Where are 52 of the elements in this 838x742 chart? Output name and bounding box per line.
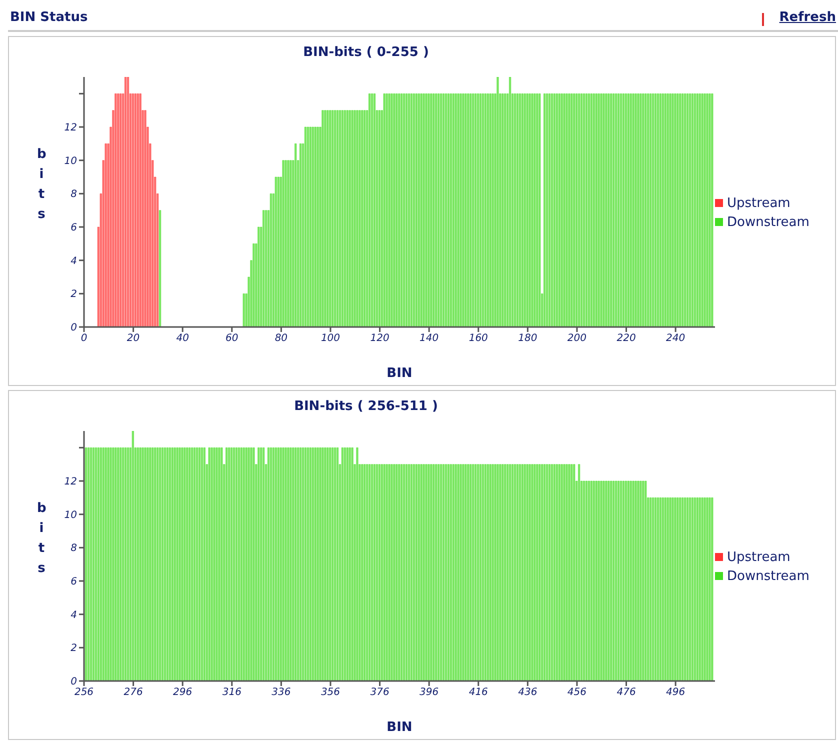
legend-label: Upstream <box>727 550 790 565</box>
y-tick-label: 10 <box>64 156 77 167</box>
y-tick-label: 6 <box>70 576 77 588</box>
x-tick-label: 276 <box>124 687 143 698</box>
y-tick-label: 4 <box>70 610 77 621</box>
y-tick-label: 6 <box>70 222 77 234</box>
x-tick-label: 220 <box>616 333 636 344</box>
y-tick-label: 2 <box>70 289 77 300</box>
x-tick-label: 200 <box>567 333 587 344</box>
x-tick-label: 256 <box>74 687 94 698</box>
x-tick-label: 296 <box>173 687 192 698</box>
x-tick-label: 476 <box>616 687 636 698</box>
x-tick-label: 416 <box>468 687 488 698</box>
x-tick-label: 80 <box>274 333 288 344</box>
x-tick-label: 100 <box>320 333 340 344</box>
text: Refresh <box>779 10 836 25</box>
x-tick-label: 0 <box>80 333 88 344</box>
x-axis-title: BIN <box>386 366 412 381</box>
x-tick-label: 60 <box>226 333 238 344</box>
x-tick-label: 436 <box>518 687 538 698</box>
chart-title: BIN-bits ( 256-511 ) <box>293 399 439 414</box>
x-tick-label: 120 <box>370 333 390 344</box>
x-tick-label: 316 <box>222 687 242 698</box>
x-tick-label: 240 <box>666 333 686 344</box>
x-tick-label: 180 <box>518 333 538 344</box>
legend-label: Downstream <box>727 215 810 230</box>
x-tick-label: 496 <box>666 687 686 698</box>
legend-label: Downstream <box>727 569 810 584</box>
x-tick-label: 456 <box>567 687 587 698</box>
text: BIN Status <box>10 10 88 25</box>
y-tick-label: 12 <box>64 122 77 134</box>
x-tick-label: 336 <box>272 687 291 698</box>
chart-title: BIN-bits ( 0-255 ) <box>302 45 430 60</box>
y-tick-label: 12 <box>64 476 77 488</box>
y-tick-label: 2 <box>70 643 77 654</box>
x-tick-label: 20 <box>126 333 140 344</box>
x-axis-title: BIN <box>386 720 412 735</box>
x-tick-label: 140 <box>420 333 439 344</box>
y-tick-label: 10 <box>64 510 77 521</box>
x-tick-label: 376 <box>370 687 390 698</box>
x-tick-label: 40 <box>176 333 189 344</box>
y-axis-title: bits <box>37 146 46 224</box>
x-tick-label: 356 <box>320 687 340 698</box>
legend-label: Upstream <box>727 196 790 211</box>
y-tick-label: 0 <box>70 322 77 334</box>
y-tick-label: 8 <box>70 189 77 200</box>
y-axis-title: bits <box>37 500 46 578</box>
y-tick-label: 4 <box>70 256 77 267</box>
x-tick-label: 160 <box>468 333 488 344</box>
y-tick-label: 8 <box>70 543 77 554</box>
x-tick-label: 396 <box>420 687 439 698</box>
y-tick-label: 0 <box>70 676 77 688</box>
